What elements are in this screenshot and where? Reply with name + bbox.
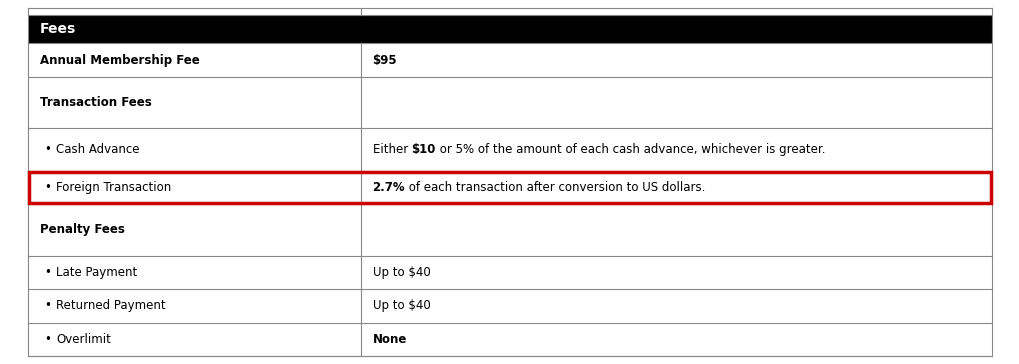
Text: Fees: Fees (40, 23, 76, 36)
Bar (28, 15, 991, 43)
Text: Transaction Fees: Transaction Fees (40, 96, 152, 109)
Text: Overlimit: Overlimit (56, 333, 111, 346)
Bar (28, 43, 991, 77)
Text: Foreign Transaction: Foreign Transaction (56, 181, 171, 194)
Bar (28, 256, 991, 289)
Bar (28, 128, 991, 171)
Text: $10: $10 (412, 143, 435, 156)
Text: •: • (44, 143, 51, 156)
Bar (29, 172, 990, 203)
Text: or 5% of the amount of each cash advance, whichever is greater.: or 5% of the amount of each cash advance… (435, 143, 824, 156)
Text: None: None (372, 333, 407, 346)
Bar (28, 8, 991, 15)
Text: Annual Membership Fee: Annual Membership Fee (40, 54, 200, 67)
Text: Cash Advance: Cash Advance (56, 143, 140, 156)
Text: •: • (44, 266, 51, 279)
Text: of each transaction after conversion to US dollars.: of each transaction after conversion to … (405, 181, 705, 194)
Bar (28, 323, 991, 356)
Text: •: • (44, 299, 51, 312)
Text: Returned Payment: Returned Payment (56, 299, 165, 312)
Text: 2.7%: 2.7% (372, 181, 405, 194)
Text: Either: Either (372, 143, 412, 156)
Bar (28, 204, 991, 256)
Text: $95: $95 (372, 54, 396, 67)
Text: •: • (44, 181, 51, 194)
Bar (28, 77, 991, 128)
Bar (28, 171, 991, 204)
Text: •: • (44, 333, 51, 346)
Text: Penalty Fees: Penalty Fees (40, 223, 124, 237)
Text: Up to $40: Up to $40 (372, 299, 430, 312)
Text: Late Payment: Late Payment (56, 266, 138, 279)
Bar (28, 289, 991, 323)
Text: Up to $40: Up to $40 (372, 266, 430, 279)
